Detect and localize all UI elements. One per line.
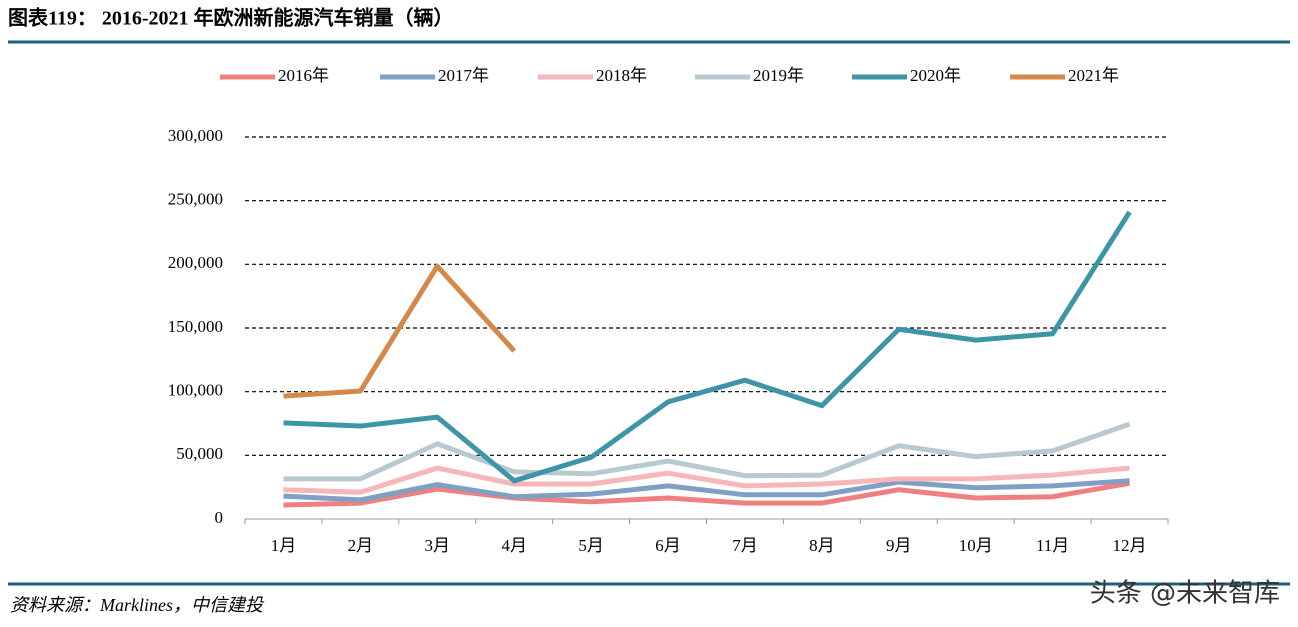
x-tick-label: 1月 bbox=[271, 536, 297, 555]
y-tick-label: 150,000 bbox=[168, 317, 223, 336]
y-tick-label: 200,000 bbox=[168, 253, 223, 272]
x-tick-label: 5月 bbox=[578, 536, 604, 555]
x-tick-label: 2月 bbox=[348, 536, 374, 555]
legend-label: 2019年 bbox=[753, 66, 804, 85]
legend-label: 2017年 bbox=[438, 66, 489, 85]
y-tick-label: 300,000 bbox=[168, 126, 223, 145]
series-line bbox=[283, 465, 1130, 495]
x-tick-label: 4月 bbox=[501, 536, 527, 555]
y-tick-label: 50,000 bbox=[176, 444, 223, 463]
legend-label: 2021年 bbox=[1068, 66, 1119, 85]
series-line bbox=[283, 478, 1130, 503]
x-tick-label: 7月 bbox=[732, 536, 758, 555]
x-tick-label: 6月 bbox=[655, 536, 681, 555]
y-tick-label: 0 bbox=[215, 508, 224, 527]
series-line bbox=[283, 421, 1131, 482]
x-tick-label: 9月 bbox=[886, 536, 912, 555]
x-tick-label: 11月 bbox=[1036, 536, 1069, 555]
legend-label: 2018年 bbox=[596, 66, 647, 85]
watermark: 头条 @未来智库 bbox=[1090, 579, 1280, 609]
legend-label: 2016年 bbox=[278, 66, 329, 85]
series-line bbox=[283, 263, 517, 399]
x-tick-label: 8月 bbox=[809, 536, 835, 555]
x-tick-label: 12月 bbox=[1113, 536, 1147, 555]
y-tick-label: 100,000 bbox=[168, 381, 223, 400]
series-line bbox=[283, 480, 1130, 508]
legend-label: 2020年 bbox=[910, 66, 961, 85]
series-line bbox=[283, 210, 1132, 484]
x-tick-label: 3月 bbox=[425, 536, 451, 555]
chart-title: 图表119： 2016-2021 年欧洲新能源汽车销量（辆） bbox=[8, 6, 454, 30]
x-tick-label: 10月 bbox=[959, 536, 993, 555]
source: 资料来源：Marklines，中信建投 bbox=[10, 595, 265, 615]
y-tick-label: 250,000 bbox=[168, 190, 223, 209]
